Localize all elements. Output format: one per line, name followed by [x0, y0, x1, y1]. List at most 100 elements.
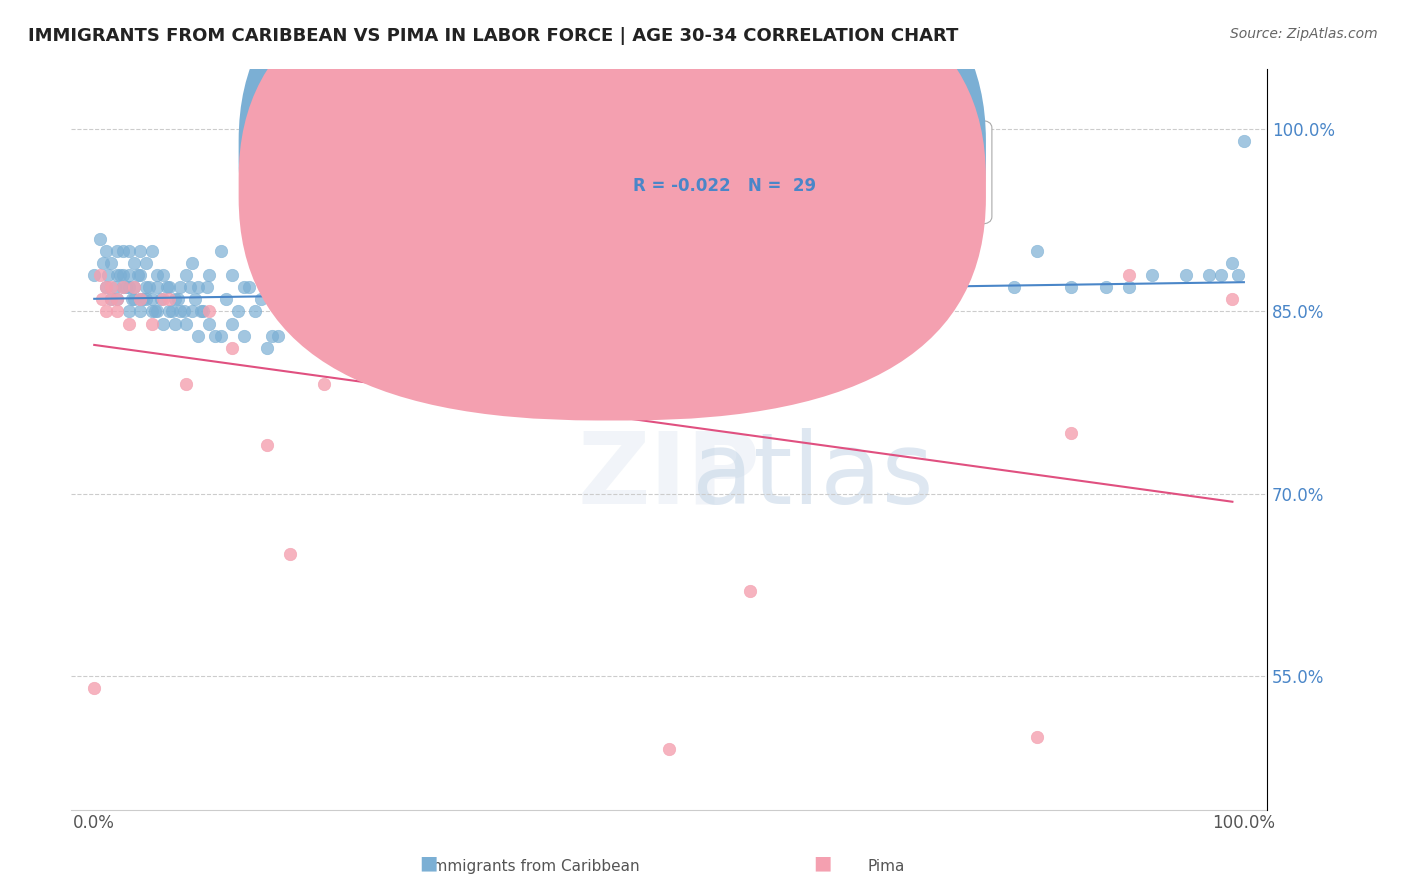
Point [226, 304, 249, 318]
Point [115, 280, 138, 294]
Point [221, 268, 243, 282]
Text: R = -0.022   N =  29: R = -0.022 N = 29 [633, 177, 817, 194]
Point [209, 244, 232, 258]
FancyBboxPatch shape [239, 0, 986, 420]
Point [135, 280, 157, 294]
Point [152, 268, 174, 282]
Point [181, 256, 204, 270]
Point [163, 317, 186, 331]
Point [193, 304, 215, 318]
Point [100, 293, 122, 307]
Point [198, 268, 221, 282]
Point [83, 268, 105, 282]
Point [578, 304, 600, 318]
Point [129, 244, 152, 258]
Point [111, 280, 134, 294]
Point [716, 268, 738, 282]
Point [108, 268, 131, 282]
Point [111, 280, 134, 294]
Point [463, 328, 485, 343]
Point [681, 317, 703, 331]
Point [1222, 293, 1244, 307]
Point [485, 317, 508, 331]
Point [262, 328, 284, 343]
Text: Immigrants from Caribbean: Immigrants from Caribbean [429, 859, 640, 874]
Point [121, 293, 143, 307]
Point [146, 280, 169, 294]
Point [1095, 280, 1118, 294]
Point [190, 304, 212, 318]
Text: atlas: atlas [692, 427, 934, 524]
Point [83, 681, 105, 695]
Point [658, 741, 681, 756]
Point [1233, 135, 1256, 149]
Point [451, 317, 474, 331]
Point [124, 280, 146, 294]
Point [290, 304, 312, 318]
Point [124, 280, 146, 294]
Point [141, 317, 163, 331]
Point [911, 256, 934, 270]
Point [94, 280, 117, 294]
Point [127, 268, 149, 282]
Point [157, 280, 180, 294]
Point [232, 328, 254, 343]
Point [146, 268, 169, 282]
Point [149, 293, 172, 307]
Point [232, 280, 254, 294]
Point [256, 341, 278, 355]
Point [124, 293, 146, 307]
Point [181, 304, 204, 318]
Point [179, 280, 201, 294]
Point [647, 328, 669, 343]
Point [184, 293, 207, 307]
Point [394, 256, 416, 270]
Point [364, 304, 387, 318]
Point [169, 304, 191, 318]
Point [169, 280, 191, 294]
Point [143, 304, 166, 318]
Point [831, 293, 853, 307]
Point [131, 293, 153, 307]
Point [105, 293, 128, 307]
Point [118, 317, 141, 331]
Point [221, 317, 243, 331]
Text: ■: ■ [419, 854, 439, 872]
Point [353, 317, 375, 331]
Point [105, 268, 128, 282]
Point [388, 304, 411, 318]
Point [1060, 280, 1083, 294]
Point [152, 317, 174, 331]
Point [173, 304, 195, 318]
Point [347, 231, 370, 245]
Point [94, 304, 117, 318]
Point [1140, 268, 1163, 282]
Point [796, 280, 818, 294]
Point [250, 293, 273, 307]
Point [1026, 730, 1049, 744]
Point [1227, 268, 1250, 282]
Point [681, 244, 703, 258]
Point [111, 268, 134, 282]
Point [152, 293, 174, 307]
Point [738, 583, 761, 598]
Point [1060, 425, 1083, 440]
Point [198, 317, 221, 331]
Point [118, 244, 141, 258]
Point [209, 328, 232, 343]
Point [440, 304, 463, 318]
Point [307, 304, 329, 318]
Text: R =  0.202   N = 146: R = 0.202 N = 146 [633, 139, 821, 158]
Point [215, 293, 238, 307]
Point [93, 256, 115, 270]
Point [118, 268, 141, 282]
Point [243, 304, 266, 318]
Point [174, 377, 197, 392]
Point [174, 317, 197, 331]
Point [543, 293, 565, 307]
Point [195, 280, 218, 294]
Point [377, 328, 399, 343]
Point [278, 317, 301, 331]
Point [330, 304, 353, 318]
Point [405, 280, 427, 294]
